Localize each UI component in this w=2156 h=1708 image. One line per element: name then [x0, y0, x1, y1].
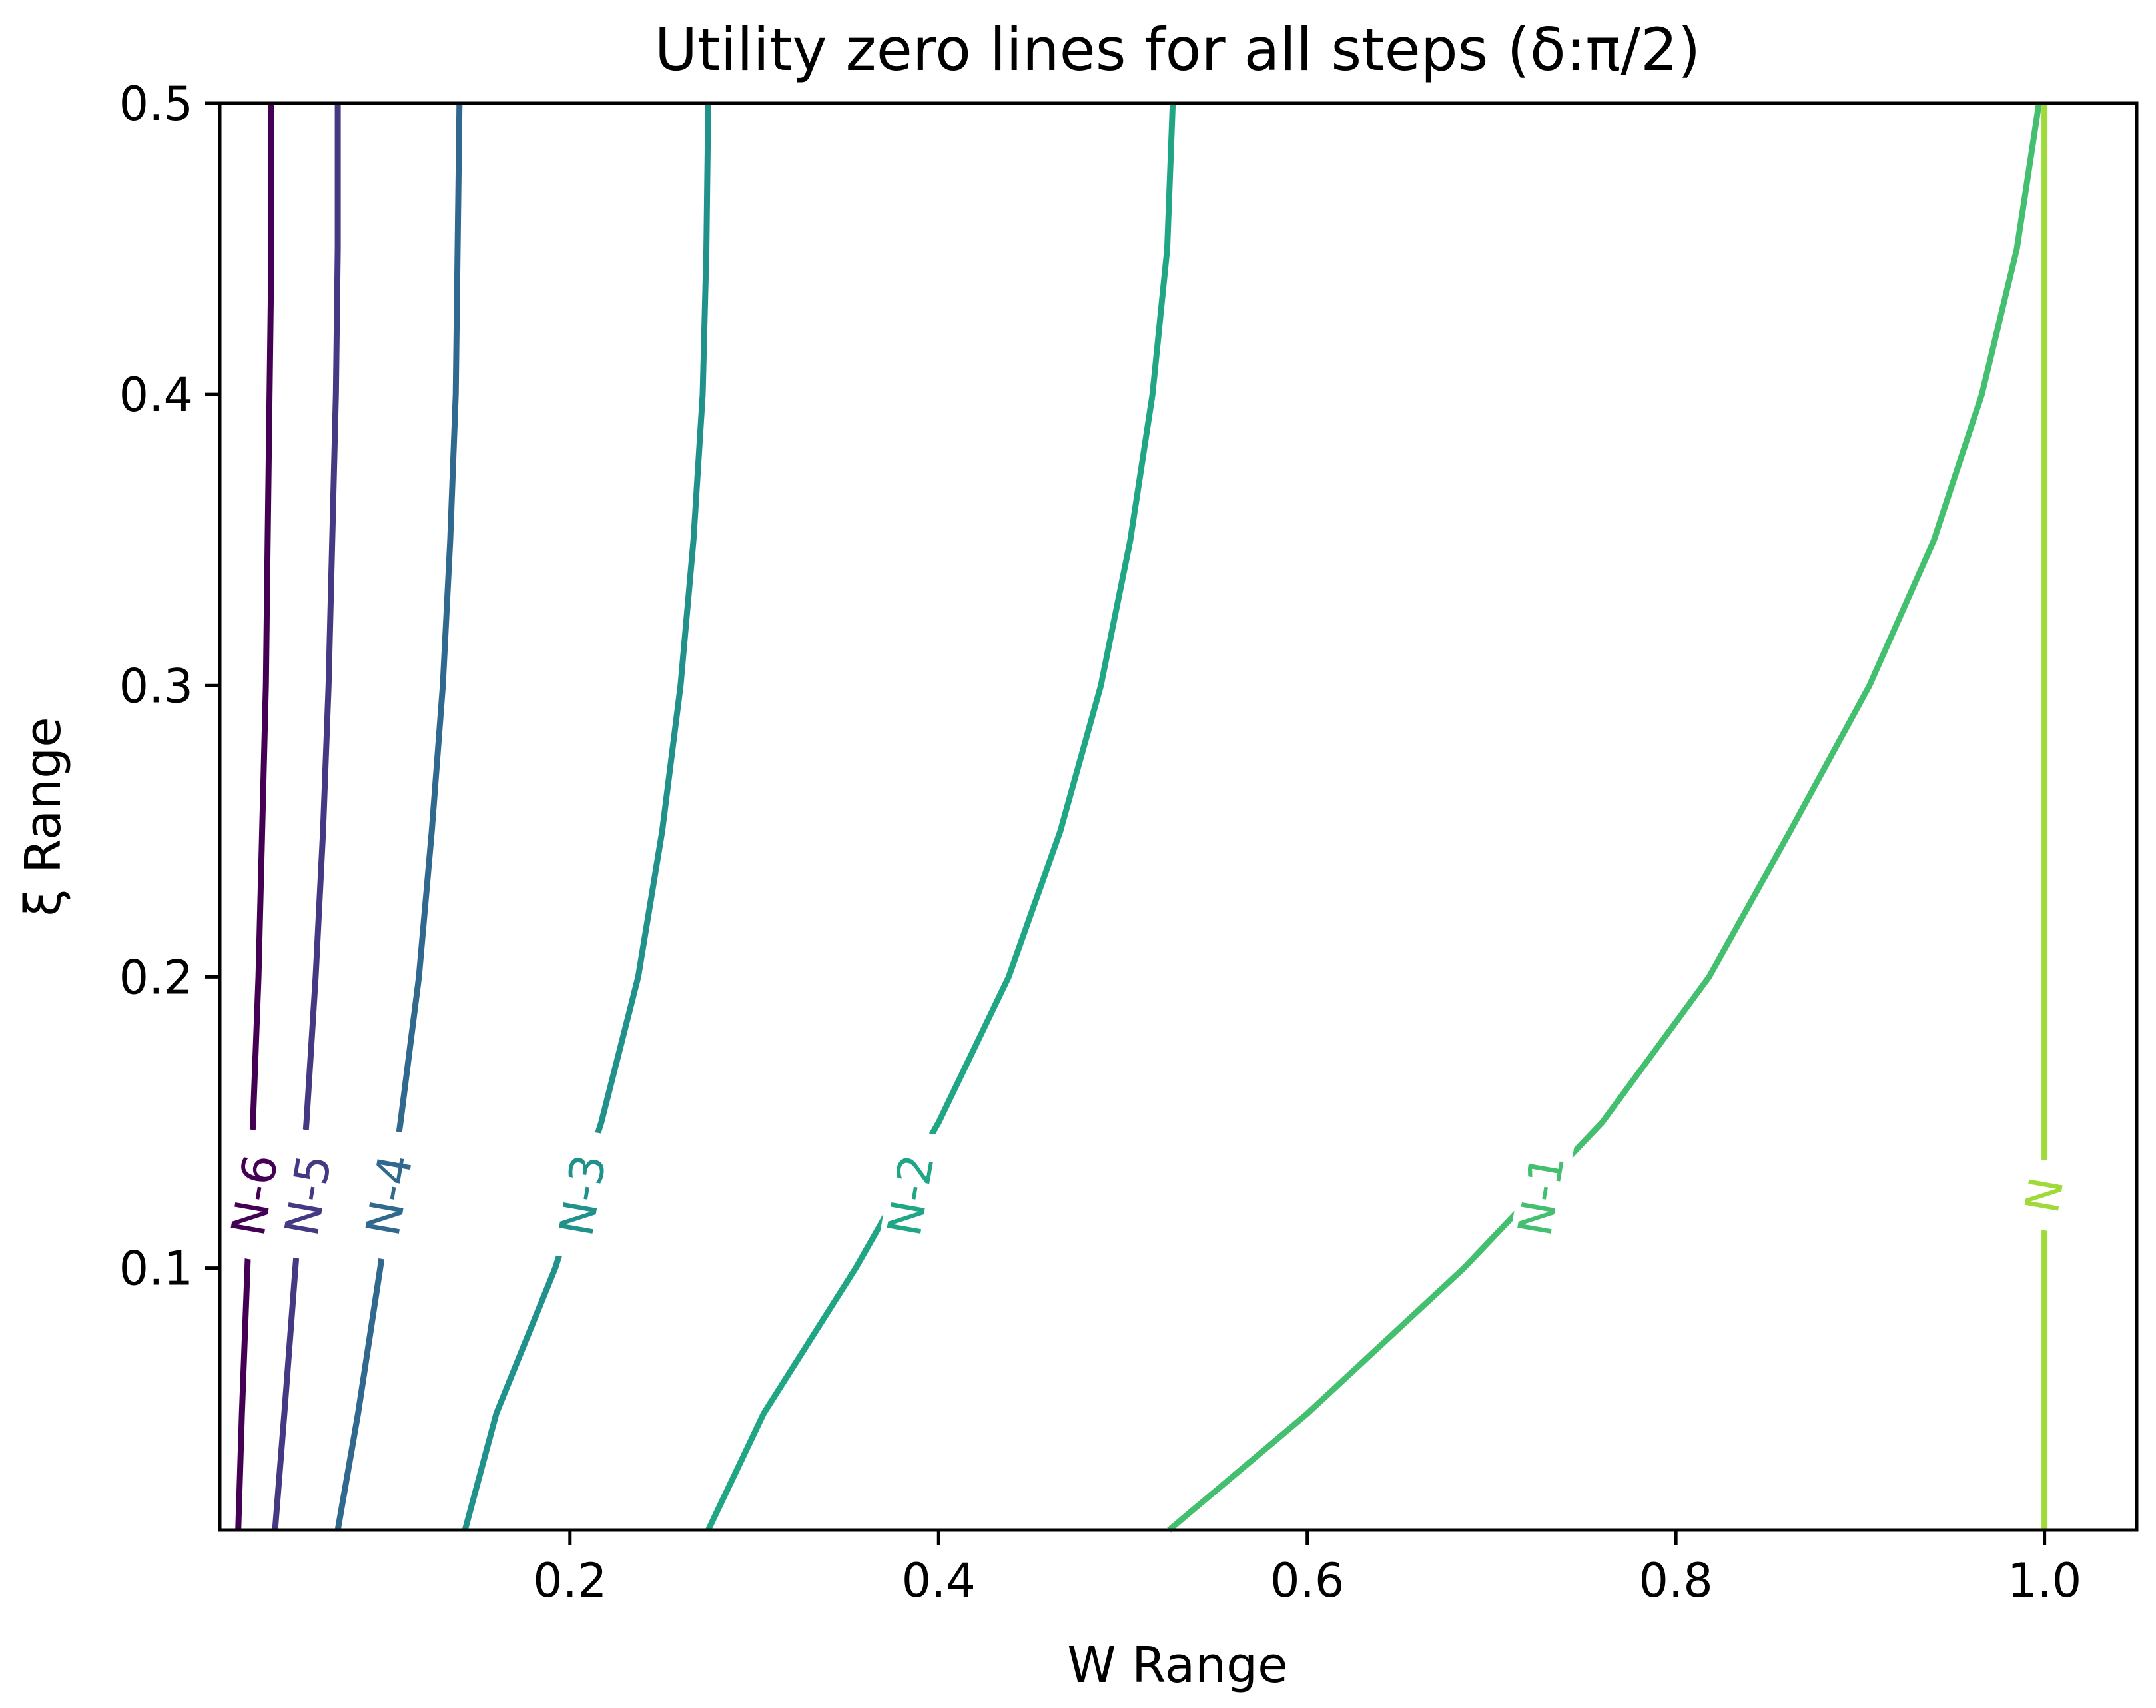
x-tick-label: 0.6: [1270, 1553, 1344, 1608]
contour-line-n-4: [334, 103, 463, 1531]
chart-title: Utility zero lines for all steps (δ:π/2): [655, 15, 1701, 84]
y-tick-label: 0.2: [119, 950, 193, 1005]
contour-label-group-n: N: [2015, 1156, 2075, 1234]
x-tick-label: 1.0: [2007, 1553, 2081, 1608]
contour-label-group-n-4: N-4: [354, 1128, 424, 1263]
contour-line-n-5: [272, 103, 341, 1531]
contour-label-group-n-3: N-3: [548, 1128, 618, 1263]
contour-label-gap-n-5: [273, 1128, 343, 1263]
y-axis: 0.1 0.2 0.3 0.4 0.5: [119, 77, 220, 1296]
contour-line-n-6: [235, 103, 274, 1531]
y-tick-label: 0.4: [119, 368, 193, 422]
contour-label-gap-n: [2015, 1156, 2075, 1234]
plot-frame: [218, 101, 2139, 1532]
contour-label-layer: N-6N-5 N-4 N-3 N-2 N-1 N: [220, 1128, 2075, 1263]
y-axis-label: ξ Range: [15, 717, 72, 916]
contour-line-n-3: [462, 103, 711, 1531]
x-tick-label: 0.8: [1639, 1553, 1713, 1608]
contour-label-gap-n-4: [354, 1128, 424, 1263]
x-tick-label: 0.4: [902, 1553, 976, 1608]
contour-label-gap-n-3: [548, 1128, 618, 1263]
contour-line-n-1: [1167, 103, 2042, 1533]
contour-label-gap-n-1: [1507, 1128, 1577, 1263]
contour-label-gap-n-6: [220, 1128, 290, 1263]
y-tick-label: 0.1: [119, 1242, 193, 1296]
series-layer: [235, 103, 2048, 1533]
plot-area: [220, 103, 2137, 1530]
x-axis: 0.2 0.4 0.6 0.8 1.0: [533, 1530, 2081, 1608]
x-tick-label: 0.2: [533, 1553, 607, 1608]
x-axis-label: W Range: [1067, 1637, 1287, 1694]
contour-line-n-2: [705, 103, 1176, 1531]
y-tick-label: 0.3: [119, 659, 193, 713]
contour-label-gap-n-2: [876, 1128, 946, 1263]
y-tick-label: 0.5: [119, 77, 193, 131]
